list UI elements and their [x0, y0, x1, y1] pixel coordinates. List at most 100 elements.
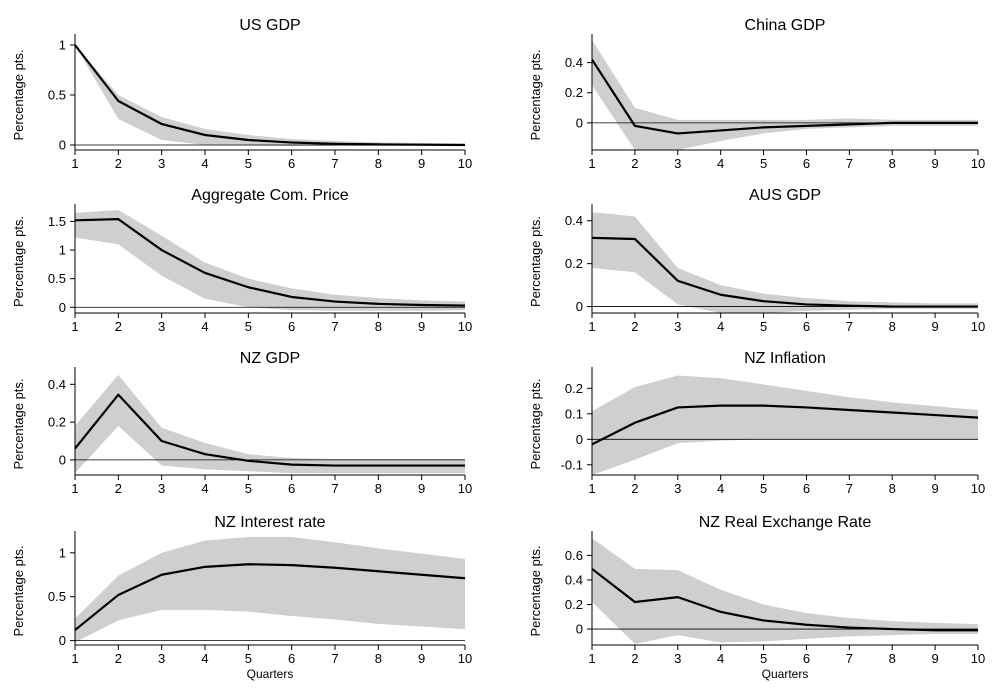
y-axis-label: Percentage pts.	[528, 545, 543, 636]
x-tick-label: 2	[115, 651, 122, 666]
x-tick-label: 2	[115, 156, 122, 171]
panel-aggregate-com-price: Aggregate Com. Price 1 2 3 4 5 6 7 8 9 10 0 0.5 1 1.5 P…	[11, 187, 472, 334]
confidence-band	[592, 40, 978, 150]
x-tick-label: 9	[418, 651, 425, 666]
y-axis-label: Percentage pts.	[11, 216, 26, 307]
x-tick-label: 10	[458, 651, 472, 666]
confidence-band	[75, 537, 465, 643]
x-tick-label: 7	[846, 156, 853, 171]
x-tick-label: 2	[631, 481, 638, 496]
y-tick-label: 0	[59, 452, 66, 467]
x-tick-label: 4	[717, 156, 724, 171]
y-tick-label: 0	[576, 622, 583, 637]
y-tick-label: 0	[59, 300, 66, 315]
x-tick-label: 9	[931, 651, 938, 666]
panel-nz-real-exchange-rate: NZ Real Exchange Rate 1 2 3 4 5 6 7 8 9 10 0 0.2 0.4 0…	[528, 514, 985, 681]
panel-china-gdp: China GDP 1 2 3 4 5 6 7 8 9 10 0 0.2 0.4 Percentage pt…	[528, 17, 985, 171]
panel-title: China GDP	[745, 17, 826, 34]
impulse-response-line	[74, 563, 466, 631]
y-tick-label: 0	[59, 138, 66, 153]
x-tick-label: 1	[71, 481, 78, 496]
x-tick-label: 2	[115, 481, 122, 496]
y-tick-label: 0.4	[565, 55, 583, 70]
confidence-band	[592, 375, 978, 475]
x-tick-label: 8	[375, 319, 382, 334]
y-tick-label: 0.5	[48, 271, 66, 286]
y-tick-label: 1	[59, 243, 66, 258]
x-tick-label: 4	[201, 319, 208, 334]
x-tick-label: 8	[375, 156, 382, 171]
x-tick-label: 7	[331, 319, 338, 334]
y-axis-label: Percentage pts.	[528, 216, 543, 307]
x-tick-label: 6	[803, 481, 810, 496]
x-tick-label: 8	[889, 319, 896, 334]
x-tick-label: 6	[288, 481, 295, 496]
y-tick-label: 1	[59, 545, 66, 560]
panel-us-gdp: US GDP 1 2 3 4 5 6 7 8 9 10 0 0.5 1 Percentage pts.	[11, 17, 472, 171]
x-tick-label: 7	[846, 481, 853, 496]
y-tick-label: 0	[576, 115, 583, 130]
x-tick-label: 4	[201, 481, 208, 496]
x-tick-label: 5	[245, 651, 252, 666]
x-tick-label: 9	[418, 156, 425, 171]
x-tick-label: 9	[418, 319, 425, 334]
x-tick-label: 5	[760, 651, 767, 666]
x-tick-label: 4	[717, 481, 724, 496]
x-tick-label: 10	[971, 651, 985, 666]
x-tick-label: 8	[375, 481, 382, 496]
x-tick-label: 10	[458, 481, 472, 496]
panel-title: US GDP	[239, 17, 300, 34]
panel-nz-gdp: NZ GDP 1 2 3 4 5 6 7 8 9 10 0 0.2 0.4 Percentage pts.	[11, 350, 472, 496]
panel-title: NZ GDP	[240, 350, 300, 367]
y-tick-label: 0.2	[565, 381, 583, 396]
x-tick-label: 8	[375, 651, 382, 666]
y-axis-label: Percentage pts.	[528, 378, 543, 469]
y-tick-label: 0.2	[565, 597, 583, 612]
x-tick-label: 3	[674, 319, 681, 334]
x-tick-label: 7	[846, 319, 853, 334]
y-tick-label: 0.2	[48, 415, 66, 430]
y-tick-label: 0.1	[565, 406, 583, 421]
x-tick-label: 10	[971, 156, 985, 171]
confidence-band	[592, 212, 978, 313]
confidence-band	[75, 45, 465, 146]
panel-nz-inflation: NZ Inflation 1 2 3 4 5 6 7 8 9 10 -0.1 0 0.1 0.2 Percen…	[528, 350, 985, 496]
y-tick-label: 0.4	[565, 572, 583, 587]
y-tick-label: -0.1	[561, 457, 583, 472]
x-tick-label: 6	[803, 651, 810, 666]
x-tick-label: 6	[803, 156, 810, 171]
x-tick-label: 9	[931, 156, 938, 171]
x-tick-label: 5	[760, 156, 767, 171]
x-tick-label: 4	[717, 651, 724, 666]
x-tick-label: 2	[115, 319, 122, 334]
impulse-response-line	[74, 218, 466, 307]
x-tick-label: 10	[971, 319, 985, 334]
x-tick-label: 10	[458, 319, 472, 334]
x-tick-label: 1	[588, 481, 595, 496]
y-tick-label: 0	[59, 633, 66, 648]
x-tick-label: 2	[631, 156, 638, 171]
x-tick-label: 9	[931, 481, 938, 496]
x-tick-label: 3	[158, 481, 165, 496]
y-tick-label: 1.5	[48, 214, 66, 229]
panel-title: NZ Interest rate	[214, 514, 325, 531]
impulse-response-line	[74, 393, 465, 467]
y-tick-label: 1	[59, 38, 66, 53]
panel-aus-gdp: AUS GDP 1 2 3 4 5 6 7 8 9 10 0 0.2 0.4 Percentage pts.	[528, 187, 985, 334]
confidence-band	[75, 374, 465, 474]
impulse-response-line	[591, 58, 978, 135]
x-tick-label: 9	[418, 481, 425, 496]
panel-title: NZ Inflation	[744, 350, 826, 367]
y-tick-label: 0.4	[565, 213, 583, 228]
x-tick-label: 6	[288, 319, 295, 334]
x-tick-label: 1	[588, 651, 595, 666]
impulse-response-line	[591, 404, 979, 446]
y-tick-label: 0.4	[48, 377, 66, 392]
y-tick-label: 0.2	[565, 256, 583, 271]
x-tick-label: 5	[245, 319, 252, 334]
y-tick-label: 0.2	[565, 85, 583, 100]
panel-title: Aggregate Com. Price	[191, 187, 349, 204]
x-tick-label: 5	[245, 156, 252, 171]
x-tick-label: 3	[674, 481, 681, 496]
y-axis-label: Percentage pts.	[11, 49, 26, 140]
